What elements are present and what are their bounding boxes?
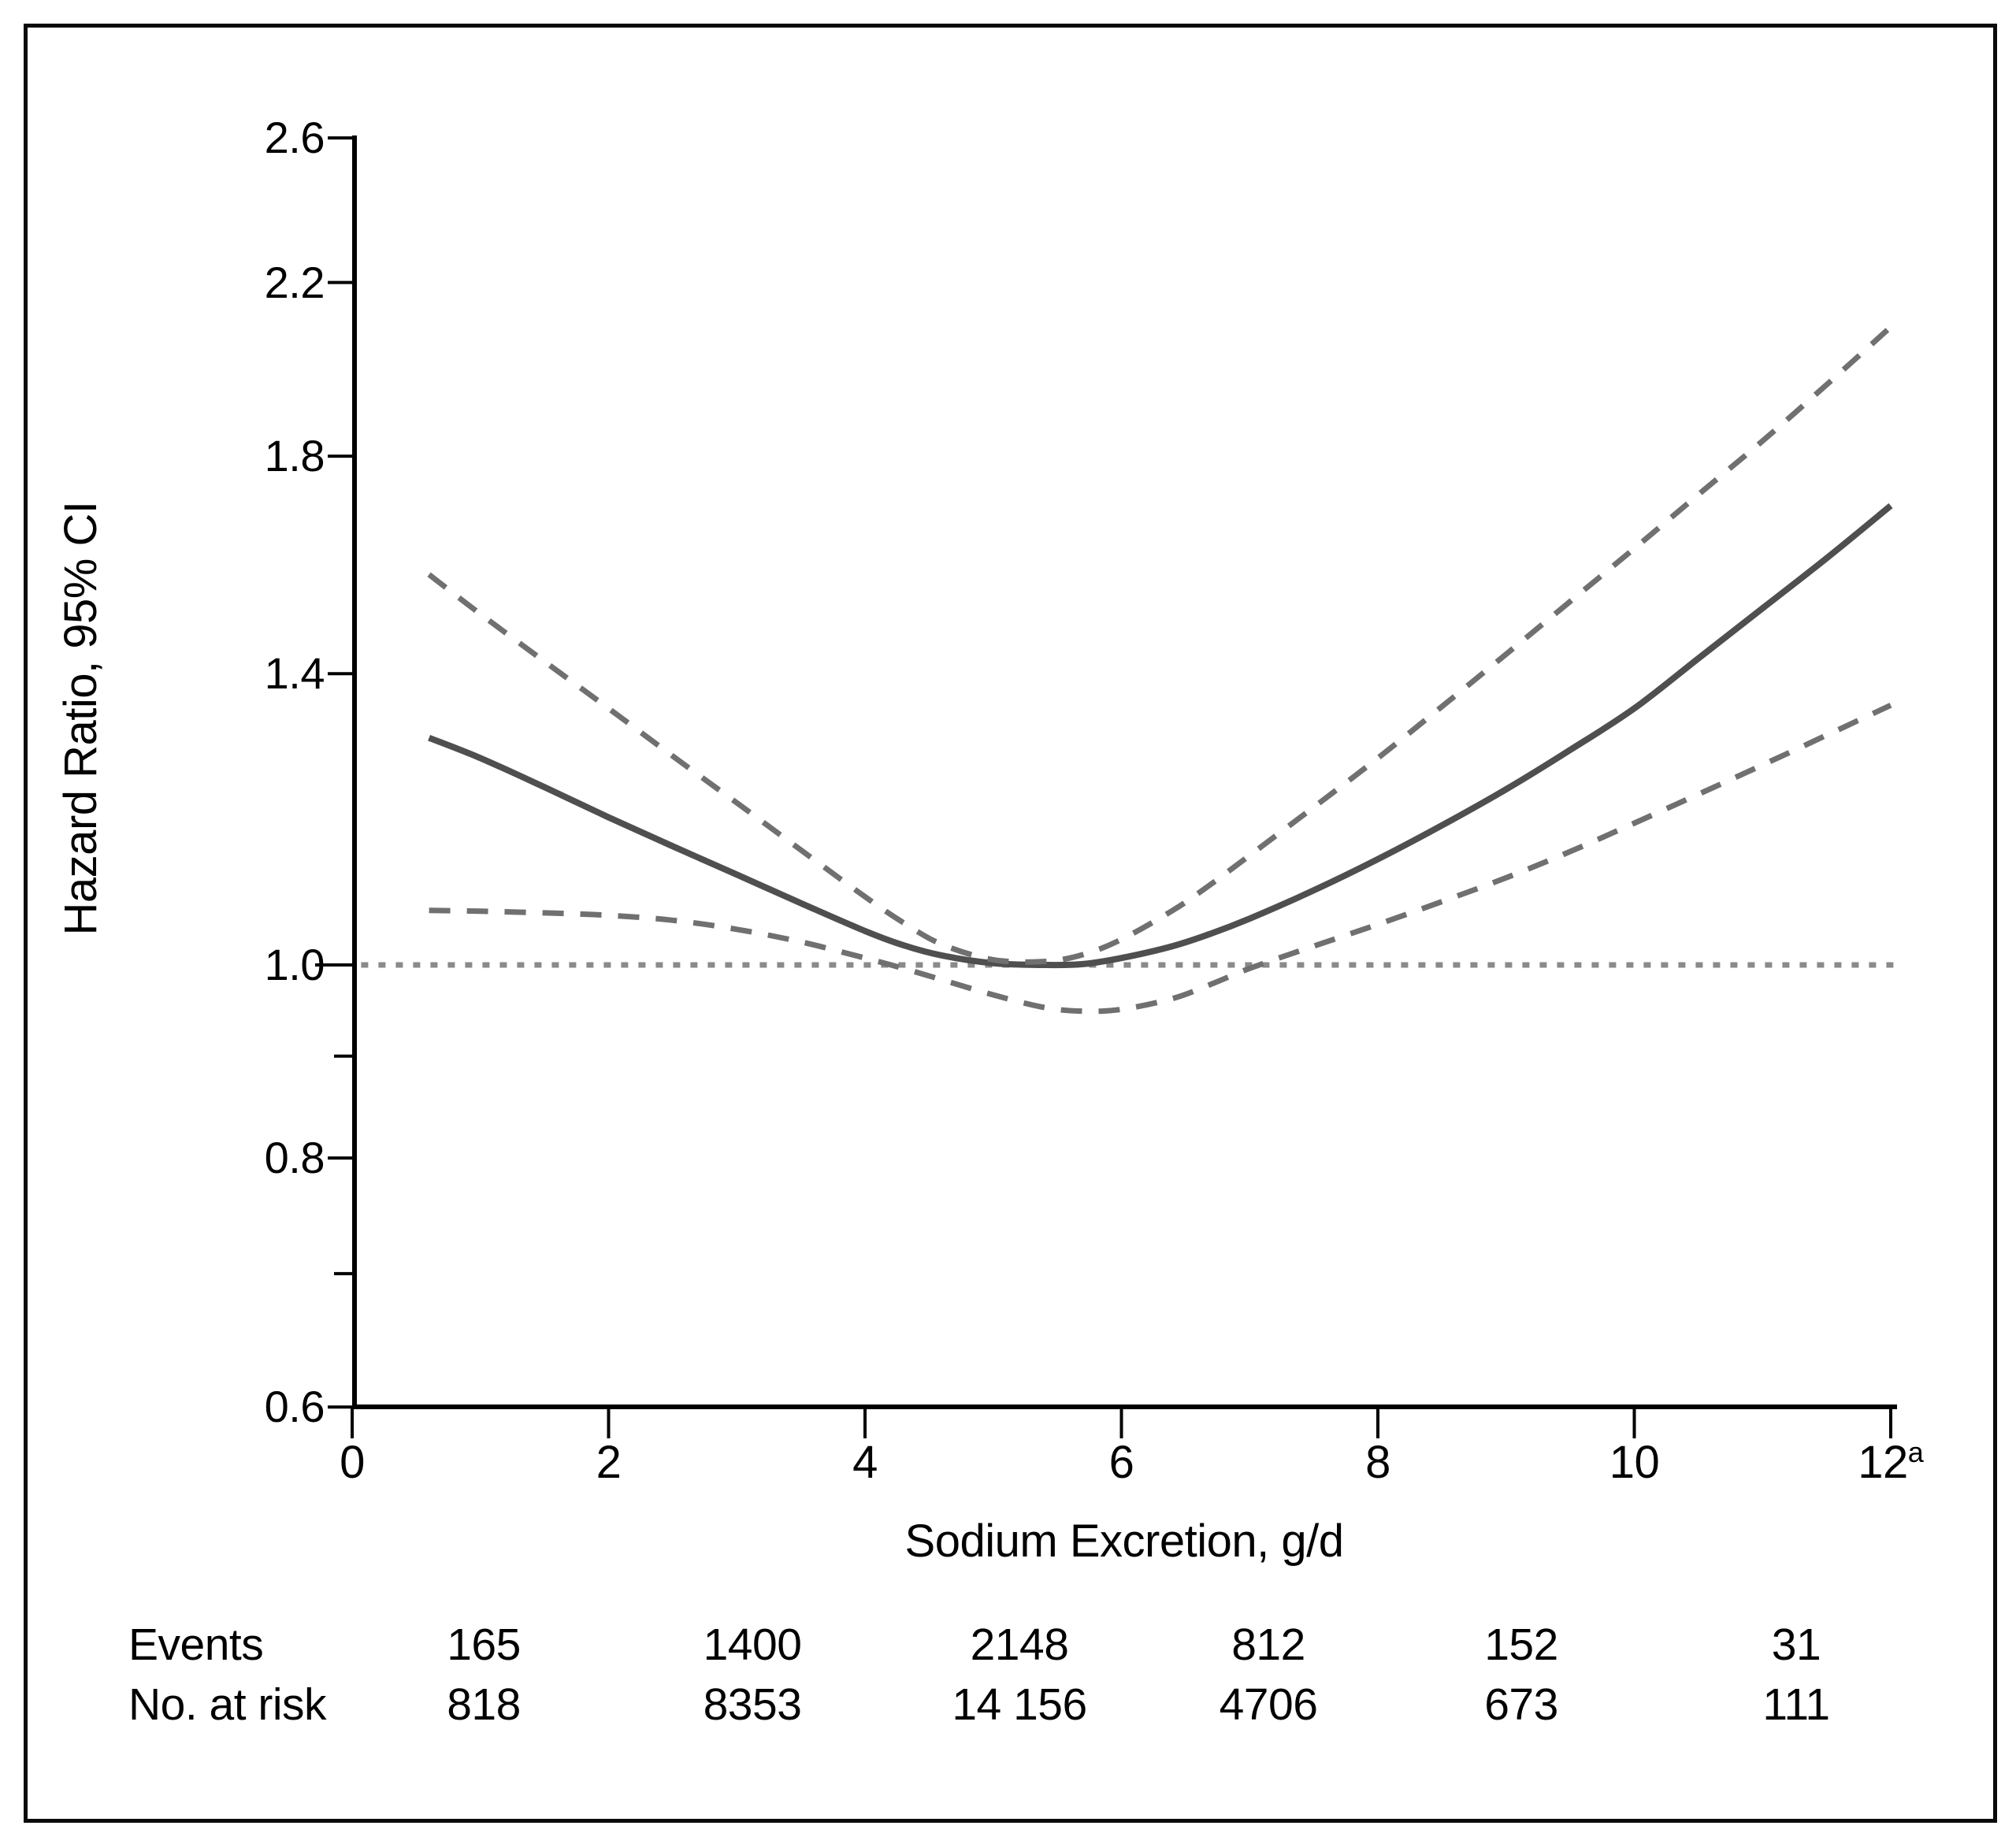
y-tick-label: 1.0 [264, 940, 325, 989]
risk-row-label: No. at risk [128, 1679, 327, 1730]
risk-value: 111 [1762, 1679, 1830, 1730]
x-tick-value: 0 [340, 1437, 365, 1488]
footnote-marker: a [1907, 1436, 1924, 1468]
risk-value: 8353 [703, 1679, 802, 1730]
y-tick-label: 0.6 [264, 1382, 325, 1432]
y-tick-label: 2.6 [264, 113, 325, 163]
x-tick-value: 12 [1858, 1437, 1908, 1488]
y-tick-label: 1.4 [264, 648, 325, 699]
risk-value: 1400 [703, 1620, 802, 1670]
x-tick-label: 2 [530, 1440, 688, 1486]
risk-value: 165 [447, 1620, 521, 1670]
risk-value: 152 [1484, 1620, 1558, 1670]
y-axis-title: Hazard Ratio, 95% CI [55, 501, 106, 936]
risk-value: 31 [1771, 1620, 1821, 1670]
x-tick-label: 10 [1556, 1440, 1713, 1486]
risk-value: 673 [1484, 1679, 1558, 1730]
x-tick-value: 4 [852, 1437, 878, 1488]
x-tick-value: 6 [1108, 1437, 1134, 1488]
x-tick-value: 10 [1609, 1437, 1660, 1488]
y-tick-label: 1.8 [264, 431, 325, 481]
risk-row-label: Events [128, 1620, 264, 1670]
x-tick-value: 2 [596, 1437, 622, 1488]
risk-value: 818 [447, 1679, 521, 1730]
risk-value: 4706 [1219, 1679, 1318, 1730]
hazard-ratio-curve [428, 503, 1893, 969]
x-tick-label: 6 [1043, 1440, 1201, 1486]
risk-value: 2148 [970, 1620, 1069, 1670]
y-tick-label: 0.8 [264, 1133, 325, 1183]
x-tick-value: 8 [1365, 1437, 1390, 1488]
x-axis-title: Sodium Excretion, g/d [904, 1516, 1344, 1567]
x-tick-label: 8 [1299, 1440, 1457, 1486]
x-tick-label: 12a [1812, 1436, 1970, 1491]
risk-value: 14 156 [952, 1679, 1087, 1730]
x-tick-label: 4 [786, 1440, 944, 1486]
upper-ci-curve [427, 325, 1893, 965]
risk-value: 812 [1231, 1620, 1305, 1670]
y-tick-label: 2.2 [264, 257, 325, 307]
x-tick-label: 0 [273, 1440, 431, 1486]
